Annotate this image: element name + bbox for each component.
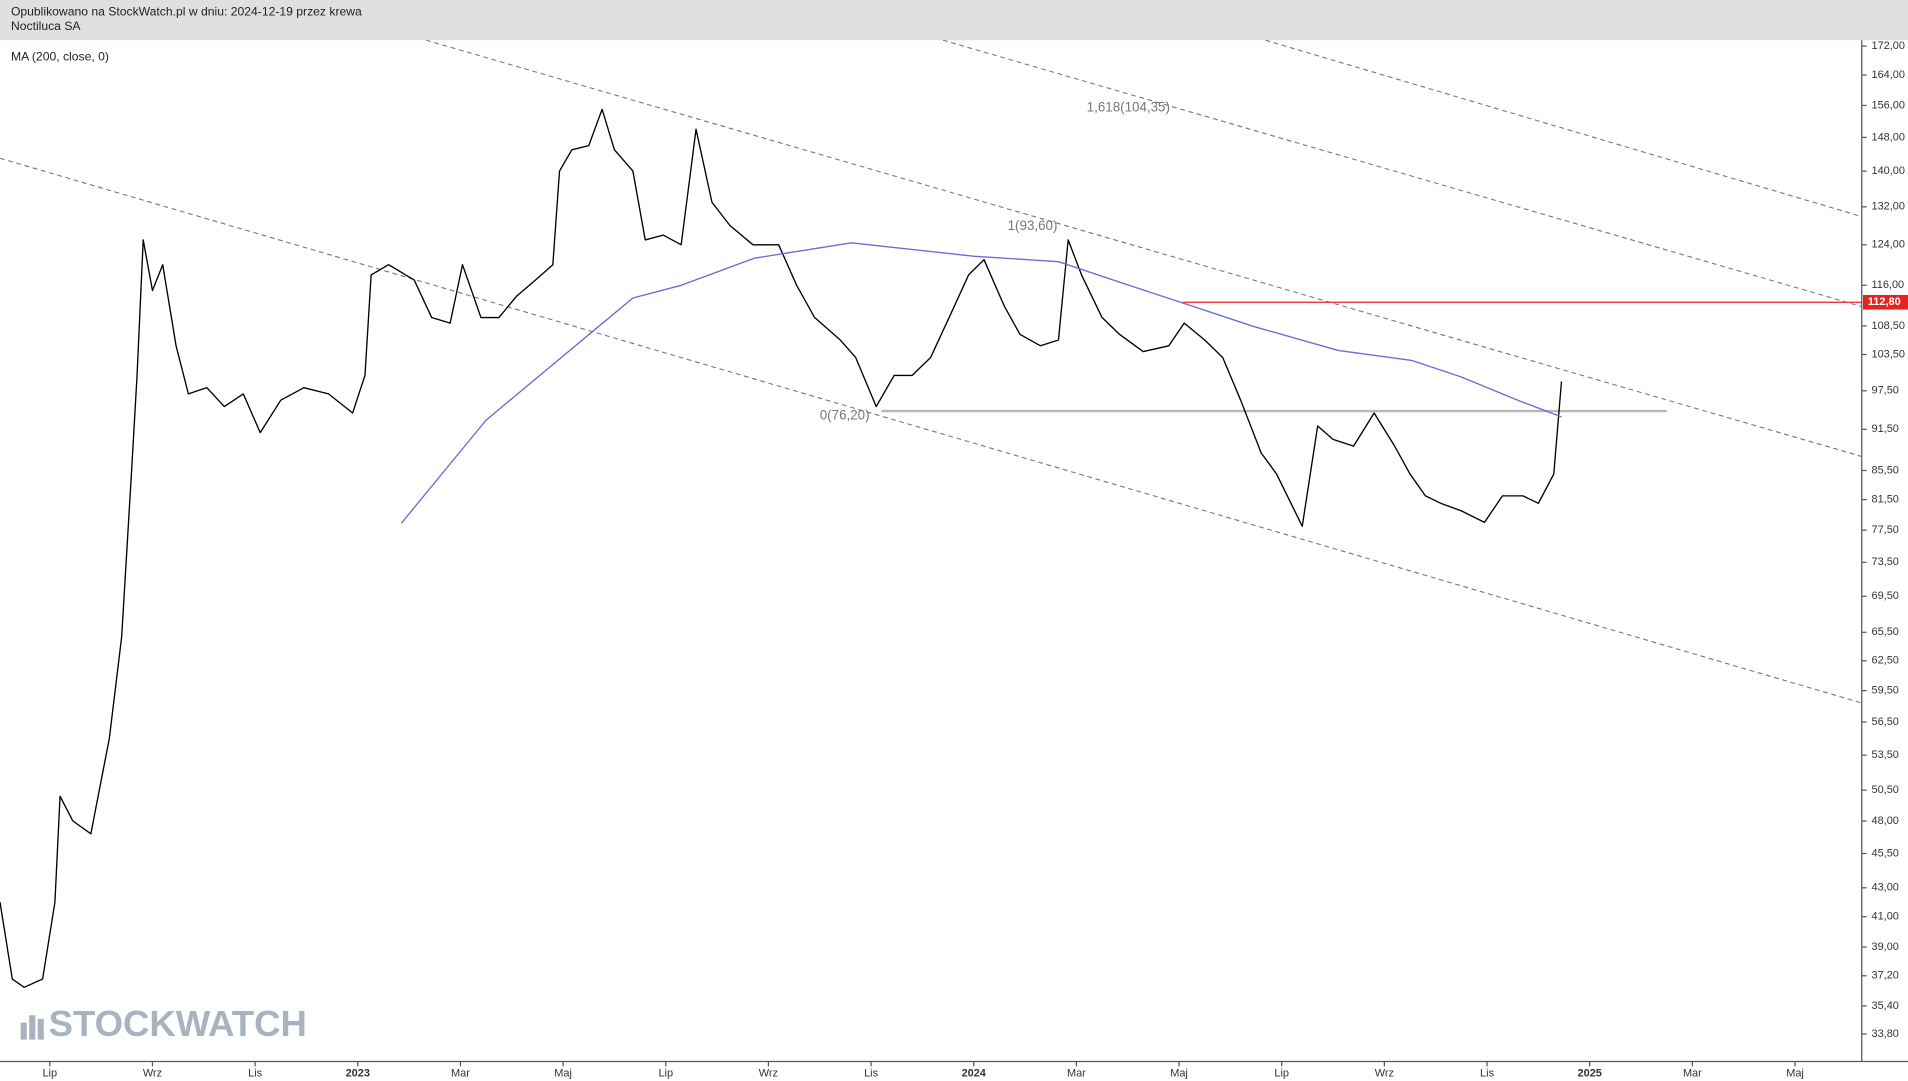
annotation: 0(76,20) (820, 408, 870, 423)
series-line (400, 242, 1562, 524)
y-tick-label: 35,40 (1871, 1000, 1898, 1012)
x-tick-label: Mar (1683, 1068, 1702, 1080)
annotation: 1,618(104,35) (1087, 100, 1170, 115)
y-tick-label: 39,00 (1871, 941, 1898, 953)
y-tick-label: 116,00 (1871, 279, 1904, 291)
y-tick-label: 85,50 (1871, 464, 1898, 476)
y-tick-label: 41,00 (1871, 911, 1898, 923)
y-tick-label: 62,50 (1871, 655, 1898, 667)
series-line (0, 108, 1563, 988)
level-label-box (1862, 294, 1908, 310)
x-tick-label: Lip (658, 1068, 673, 1080)
x-tick-label: Wrz (1375, 1068, 1394, 1080)
x-tick-label: Mar (1067, 1068, 1086, 1080)
y-tick-label: 77,50 (1871, 524, 1898, 536)
level-label: 112,80 (1868, 296, 1901, 308)
y-tick-label: 45,50 (1871, 847, 1898, 859)
y-tick-label: 81,50 (1871, 493, 1898, 505)
y-tick-label: 48,00 (1871, 815, 1898, 827)
indicator-label: MA (200, close, 0) (11, 49, 109, 63)
y-tick-label: 140,00 (1871, 165, 1904, 177)
y-tick-label: 33,80 (1871, 1028, 1898, 1040)
x-tick-label: Mar (451, 1068, 470, 1080)
y-tick-label: 56,50 (1871, 716, 1898, 728)
watermark: STOCKWATCH (49, 1003, 307, 1044)
annotation: 1(93,60) (1008, 218, 1058, 233)
y-tick-label: 172,00 (1871, 40, 1904, 52)
x-tick-label: Lip (1274, 1068, 1289, 1080)
y-tick-label: 73,50 (1871, 556, 1898, 568)
x-tick-label: 2023 (346, 1068, 370, 1080)
y-tick-label: 43,00 (1871, 882, 1898, 894)
trend-line (425, 40, 1862, 458)
y-tick-label: 124,00 (1871, 239, 1904, 251)
instrument-name: Noctiluca SA (11, 19, 81, 33)
header-bar (0, 0, 1908, 41)
x-tick-label: Lip (42, 1068, 57, 1080)
y-tick-label: 103,50 (1871, 348, 1904, 360)
x-tick-label: 2024 (962, 1068, 987, 1080)
trend-line (0, 157, 1862, 704)
y-tick-label: 132,00 (1871, 201, 1904, 213)
y-tick-label: 37,20 (1871, 970, 1898, 982)
y-tick-label: 164,00 (1871, 69, 1904, 81)
y-tick-label: 91,50 (1871, 423, 1898, 435)
plot-area (0, 40, 1862, 988)
y-tick-label: 156,00 (1871, 99, 1904, 111)
y-tick-label: 97,50 (1871, 385, 1898, 397)
y-tick-label: 65,50 (1871, 626, 1898, 638)
watermark-logo (20, 1015, 44, 1040)
trend-line (1265, 40, 1862, 218)
x-tick-label: Wrz (759, 1068, 778, 1080)
x-tick-label: Maj (1786, 1068, 1804, 1080)
y-tick-label: 69,50 (1871, 590, 1898, 602)
y-tick-label: 59,50 (1871, 685, 1898, 697)
x-tick-label: Wrz (143, 1068, 162, 1080)
trend-line (942, 40, 1862, 308)
x-tick-label: Maj (1170, 1068, 1188, 1080)
y-tick-label: 50,50 (1871, 784, 1898, 796)
x-tick-label: Maj (554, 1068, 572, 1080)
y-tick-label: 148,00 (1871, 131, 1904, 143)
x-tick-label: Lis (248, 1068, 263, 1080)
y-tick-label: 108,50 (1871, 320, 1904, 332)
y-tick-label: 53,50 (1871, 749, 1898, 761)
x-tick-label: Lis (864, 1068, 879, 1080)
x-tick-label: Lis (1480, 1068, 1495, 1080)
x-tick-label: 2025 (1578, 1068, 1602, 1080)
published-text: Opublikowano na StockWatch.pl w dniu: 20… (11, 4, 362, 18)
